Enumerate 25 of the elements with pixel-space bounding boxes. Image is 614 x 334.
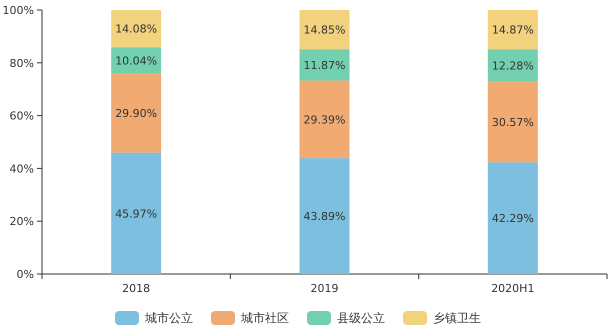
legend-label: 城市社区 (240, 311, 289, 325)
data-label: 11.87% (304, 58, 346, 72)
data-label: 14.87% (492, 24, 534, 37)
legend-label: 乡镇卫生 (433, 311, 481, 325)
data-label: 42.29% (492, 212, 534, 226)
data-label: 45.97% (115, 207, 158, 220)
y-tick-label: 20% (10, 215, 34, 228)
data-label: 14.85% (304, 24, 346, 37)
y-tick-label: 100% (2, 4, 34, 17)
x-tick-label: 2019 (310, 282, 338, 295)
legend-label: 县级公立 (337, 311, 385, 325)
x-tick-label: 2020H1 (491, 282, 534, 295)
legend-label: 城市公立 (144, 311, 193, 325)
data-label: 14.08% (115, 22, 158, 36)
data-label: 12.28% (492, 59, 534, 72)
y-tick-label: 60% (10, 110, 34, 123)
data-label: 30.57% (492, 116, 534, 129)
data-label: 29.39% (304, 113, 346, 126)
data-label: 43.89% (304, 210, 346, 224)
x-tick-label: 2018 (122, 282, 150, 295)
data-label: 10.04% (115, 54, 158, 68)
y-tick-label: 80% (10, 56, 34, 70)
y-tick-label: 40% (10, 162, 34, 176)
data-label: 29.90% (115, 107, 158, 120)
y-tick-label: 0% (16, 268, 34, 281)
